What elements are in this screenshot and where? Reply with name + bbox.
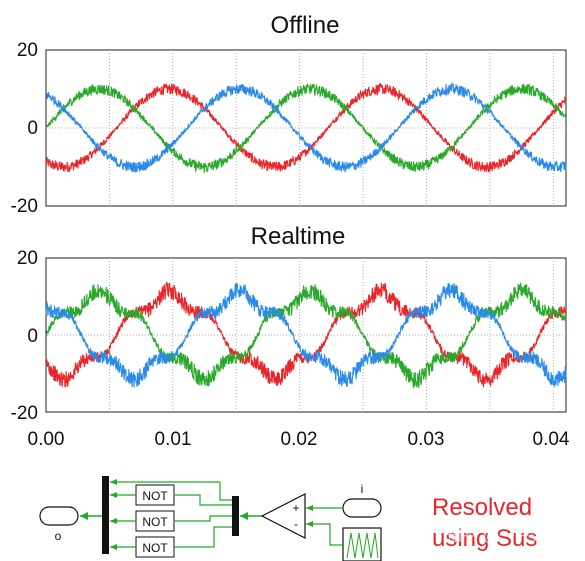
series-line-2 — [45, 283, 567, 388]
series-line-2 — [45, 81, 567, 173]
wire-top-link — [219, 482, 232, 501]
xtick-0: 0.00 — [28, 429, 65, 450]
not-label-3: NOT — [142, 541, 168, 555]
carrier-wire — [306, 523, 343, 546]
arrow-demux — [240, 512, 248, 520]
not-block-2: NOT — [110, 510, 175, 532]
xtick-2: 0.02 — [281, 429, 318, 450]
offline-ytick-top: 20 — [17, 40, 38, 61]
xtick-1: 0.01 — [155, 429, 192, 450]
realtime-ytick-bottom: -20 — [11, 403, 38, 424]
arrow-output — [80, 512, 88, 520]
mux-bar — [102, 476, 109, 554]
note-line-1: Resolved — [432, 494, 532, 521]
xtick-4: 0.04 — [533, 429, 570, 450]
wire-d3 — [174, 526, 232, 548]
xtick-3: 0.03 — [408, 429, 445, 450]
offline-ytick-mid: 0 — [27, 118, 38, 139]
arrow-input — [306, 505, 313, 511]
output-terminal — [39, 506, 79, 526]
series-line-1 — [45, 83, 567, 174]
input-label: i — [361, 482, 364, 496]
not-block-3: NOT — [110, 536, 175, 558]
realtime-series — [45, 281, 567, 389]
realtime-grid — [46, 258, 566, 412]
arrow-top — [110, 479, 117, 485]
comparator — [260, 493, 306, 539]
triangle-wave-icon — [346, 532, 379, 559]
series-line-1 — [45, 282, 567, 389]
arrow-not-1 — [110, 492, 117, 498]
wire-d2 — [174, 515, 232, 522]
realtime-title: Realtime — [251, 223, 346, 250]
demux-wires — [174, 482, 232, 548]
not-label-1: NOT — [142, 489, 168, 503]
not-block-1: NOT — [110, 484, 175, 506]
comparator-minus: - — [294, 517, 298, 531]
arrow-not-2 — [110, 518, 117, 524]
chart-realtime: Realtime 20 0 -20 0.00 0.01 0.02 0.03 0.… — [11, 223, 570, 450]
chart-offline: Offline 20 0 -20 — [11, 12, 567, 217]
arrow-carrier — [306, 521, 313, 527]
realtime-ytick-mid: 0 — [27, 326, 38, 347]
input-terminal — [342, 498, 382, 518]
block-diagram: o NOT NOT NOT — [39, 476, 382, 561]
realtime-xticks: 0.00 0.01 0.02 0.03 0.04 — [28, 429, 570, 450]
comparator-plus: + — [292, 501, 299, 515]
offline-ytick-bottom: -20 — [11, 196, 38, 217]
offline-series — [45, 81, 567, 174]
demux-bar — [232, 496, 239, 536]
offline-title: Offline — [271, 12, 340, 39]
not-label-2: NOT — [142, 515, 168, 529]
note-line-2: using Sus — [432, 525, 537, 552]
wire-d1 — [174, 494, 232, 506]
arrow-not-3 — [110, 544, 117, 550]
output-label: o — [55, 529, 62, 543]
offline-grid — [46, 50, 566, 206]
watermark: 知乎 @一只大生 — [446, 527, 563, 545]
realtime-ytick-top: 20 — [17, 248, 38, 269]
